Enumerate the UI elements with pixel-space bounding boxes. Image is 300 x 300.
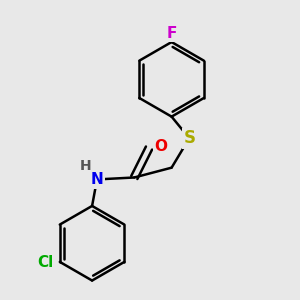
Text: O: O: [154, 139, 167, 154]
Text: Cl: Cl: [37, 255, 53, 270]
Text: H: H: [80, 159, 91, 173]
Text: N: N: [91, 172, 103, 187]
Text: S: S: [183, 129, 195, 147]
Text: F: F: [167, 26, 177, 41]
